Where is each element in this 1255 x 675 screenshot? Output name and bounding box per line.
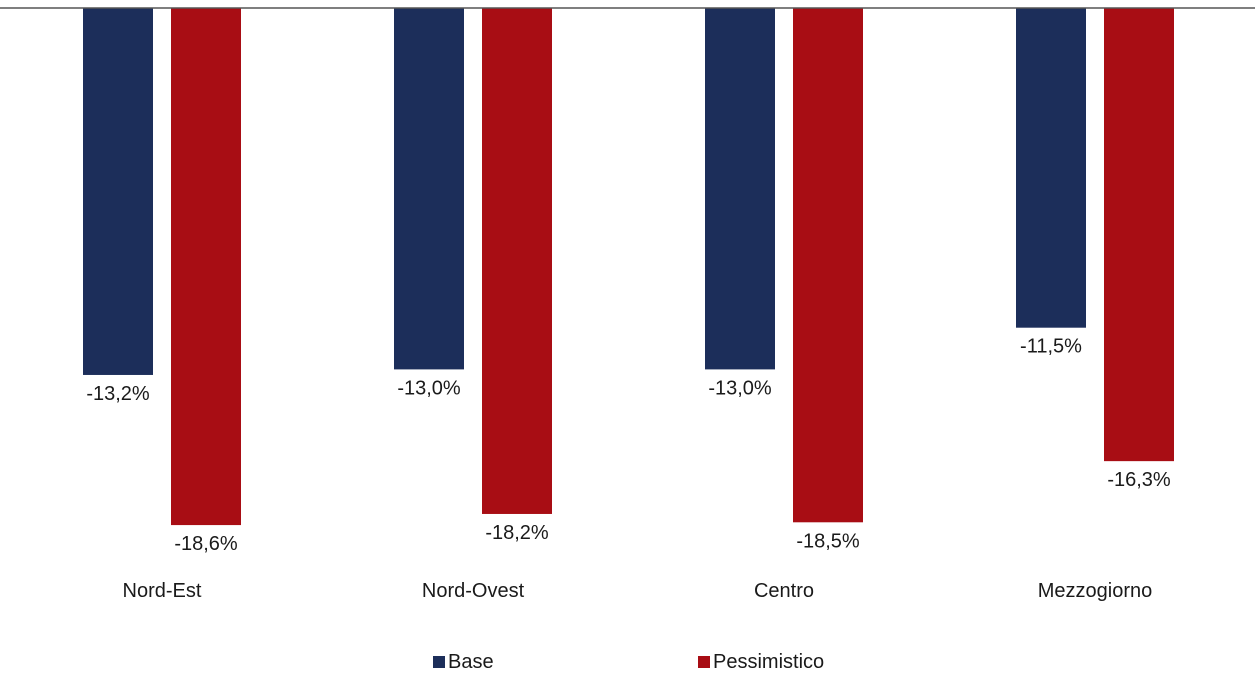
category-label-mezzogiorno: Mezzogiorno [1038, 580, 1153, 602]
category-label-nord-ovest: Nord-Ovest [422, 580, 525, 602]
bar-pessimistico-centro [793, 8, 863, 522]
category-label-nord-est: Nord-Est [123, 580, 202, 602]
bars-group [83, 8, 1174, 525]
legend-swatch-pessimistico [698, 656, 710, 668]
value-label-base-nord-est: -13,2% [86, 383, 150, 405]
value-labels-group: -13,2% -18,6% -13,0% -18,2% -13,0% -18,5% -11,… [86, 336, 1171, 555]
legend-label-pessimistico: Pessimistico [713, 651, 824, 673]
bar-base-nord-est [83, 8, 153, 375]
bar-pessimistico-mezzogiorno [1104, 8, 1174, 461]
value-label-pessimistico-nord-ovest: -18,2% [485, 522, 549, 544]
legend-swatch-base [433, 656, 445, 668]
bar-base-nord-ovest [394, 8, 464, 369]
value-label-pessimistico-mezzogiorno: -16,3% [1107, 469, 1171, 491]
legend-label-base: Base [448, 651, 494, 673]
bar-pessimistico-nord-est [171, 8, 241, 525]
value-label-pessimistico-nord-est: -18,6% [174, 533, 238, 555]
category-labels-group: Nord-Est Nord-Ovest Centro Mezzogiorno [123, 580, 1153, 602]
value-label-base-centro: -13,0% [708, 377, 772, 399]
legend: Base Pessimistico [433, 651, 824, 673]
value-label-pessimistico-centro: -18,5% [796, 530, 860, 552]
value-label-base-mezzogiorno: -11,5% [1020, 336, 1082, 358]
bar-pessimistico-nord-ovest [482, 8, 552, 514]
bar-base-centro [705, 8, 775, 369]
value-label-base-nord-ovest: -13,0% [397, 377, 461, 399]
bar-base-mezzogiorno [1016, 8, 1086, 328]
category-label-centro: Centro [754, 580, 814, 602]
